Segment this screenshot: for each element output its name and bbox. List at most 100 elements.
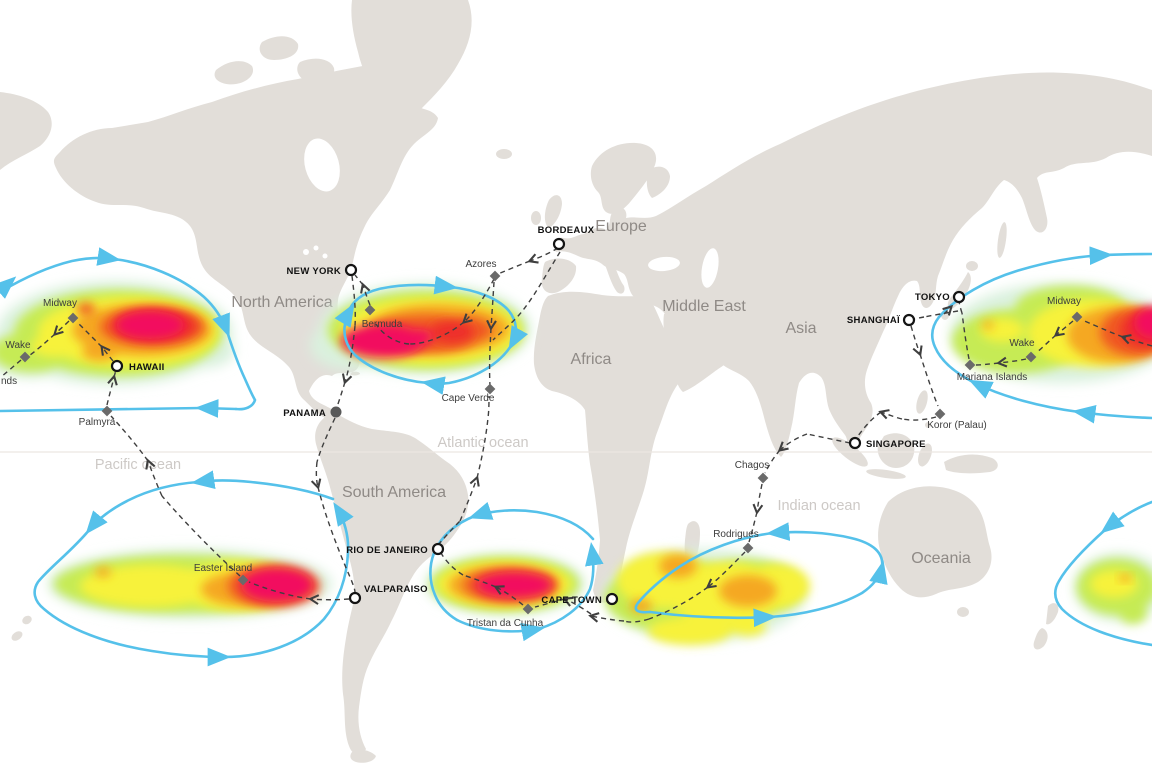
hokkaido (966, 261, 978, 271)
port-panama: PANAMA (283, 406, 342, 419)
great-lakes (313, 245, 319, 251)
waypoint-label-wake-west: Wake (5, 340, 31, 351)
port-marker-icon (348, 591, 362, 605)
java (866, 469, 906, 479)
waypoint-label-mariana-islands-partial: nds (1, 376, 17, 387)
continent-label-middle-east: Middle East (662, 298, 746, 315)
caribbean-islands (326, 365, 360, 376)
region-labels: North America South America Europe Africa Mi… (95, 218, 971, 567)
north-atlantic-gyre-current (334, 275, 529, 395)
waypoint-label-chagos: Chagos (735, 460, 769, 471)
port-marker-icon (552, 237, 566, 251)
south-pacific-east-gyre-current (1053, 500, 1152, 647)
port-hawaii: HAWAII (110, 359, 165, 373)
garbage-patch-indian-ocean (605, 549, 810, 645)
ocean-label-pacific-ocean: Pacific ocean (95, 457, 181, 473)
expedition-route (0, 247, 1152, 623)
continent-label-europe: Europe (595, 218, 647, 235)
new-zealand (1033, 603, 1059, 650)
waypoint-mariana-islands: Mariana Islands (957, 359, 1028, 383)
waypoint-chagos: Chagos (735, 460, 769, 484)
ireland (531, 211, 541, 225)
diamond-marker-icon (237, 574, 249, 586)
port-label-valparaiso: VALPARAISO (364, 584, 428, 595)
diamond-marker-icon (489, 270, 501, 282)
diamond-marker-icon (964, 359, 976, 371)
waypoint-label-koror-palau: Koror (Palau) (927, 420, 986, 431)
port-rio-de-janeiro: RIO DE JANEIRO (346, 542, 445, 556)
black-sea (648, 256, 680, 272)
port-bordeaux: BORDEAUX (538, 225, 595, 251)
waypoint-label-wake-east: Wake (1009, 338, 1035, 349)
port-label-bordeaux: BORDEAUX (538, 225, 595, 236)
italy (604, 258, 625, 294)
garbage-patch-north-atlantic (310, 283, 531, 375)
port-marker-icon (110, 359, 124, 373)
port-marker-icon (952, 290, 966, 304)
iberia (541, 258, 577, 294)
waypoint-bermuda: Bermuda (362, 304, 403, 330)
port-label-tokyo: TOKYO (915, 292, 950, 303)
scandinavia (590, 142, 670, 214)
diamond-marker-icon (522, 603, 534, 615)
waypoint-label-mariana-islands: Mariana Islands (957, 372, 1028, 383)
port-label-singapore: SINGAPORE (866, 439, 926, 450)
new-zealand-left-wrap (11, 631, 23, 641)
continent-label-north-america: North America (231, 294, 332, 311)
diamond-marker-icon (484, 383, 496, 395)
waypoint-markers: Midway Wake Palmyra Easter Island Bermuda Azo… (1, 225, 1083, 629)
diamond-marker-icon (757, 472, 769, 484)
waypoint-label-midway-east: Midway (1047, 296, 1081, 307)
africa (533, 291, 702, 603)
philippines-south (925, 422, 931, 428)
waypoint-rodrigues: Rodrigues (713, 529, 759, 554)
port-marker-icon (902, 313, 916, 327)
garbage-patch-south-pacific-east-wrap (1074, 553, 1152, 624)
continent-label-africa: Africa (571, 351, 612, 368)
garbage-patch-north-pacific (0, 281, 235, 385)
waypoint-label-tristan-da-cunha: Tristan da Cunha (467, 618, 544, 629)
port-marker-icon (431, 542, 445, 556)
continent-label-asia: Asia (785, 320, 816, 337)
sulawesi (918, 443, 932, 467)
great-lakes (303, 249, 309, 255)
south-america (315, 412, 469, 756)
port-singapore: SINGAPORE (848, 436, 926, 450)
port-marker-icon (848, 436, 862, 450)
caspian-sea (701, 248, 719, 288)
greece (635, 262, 648, 284)
port-shanghai: SHANGHAÏ (847, 313, 916, 327)
hudson-bay (304, 138, 340, 192)
garbage-patch-south-atlantic (425, 553, 585, 615)
waypoint-koror-palau: Koror (Palau) (927, 408, 987, 431)
waypoint-label-palmyra: Palmyra (79, 417, 116, 428)
waypoint-label-easter-island: Easter Island (194, 563, 252, 574)
port-tokyo: TOKYO (915, 290, 966, 304)
port-cape-town: CAPE TOWN (541, 592, 619, 606)
port-label-hawaii: HAWAII (129, 362, 165, 373)
waypoint-azores: Azores (465, 259, 501, 282)
port-label-rio-de-janeiro: RIO DE JANEIRO (346, 545, 428, 556)
sakhalin (997, 222, 1007, 258)
waypoint-tristan-da-cunha: Tristan da Cunha (467, 603, 544, 629)
port-label-cape-town: CAPE TOWN (541, 595, 602, 606)
ocean-label-indian-ocean: Indian ocean (777, 498, 860, 514)
waypoint-label-cape-verde: Cape Verde (442, 393, 495, 404)
ocean-gyres (0, 246, 1152, 667)
continent-label-oceania: Oceania (911, 550, 971, 567)
north-pacific-gyre-current (0, 247, 257, 418)
continent-label-south-america: South America (342, 484, 446, 501)
diamond-marker-icon (364, 304, 376, 316)
port-marker-icon (344, 263, 358, 277)
great-lakes (322, 253, 328, 259)
tierra-del-fuego (350, 749, 376, 763)
waypoint-label-midway-west: Midway (43, 298, 77, 309)
iceland (496, 149, 512, 159)
garbage-patches (0, 281, 1152, 645)
waypoint-label-azores: Azores (465, 259, 496, 270)
diamond-marker-icon (742, 542, 754, 554)
waypoint-cape-verde: Cape Verde (442, 383, 496, 404)
